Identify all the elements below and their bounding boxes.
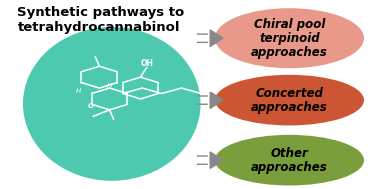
Text: Concerted
approaches: Concerted approaches: [251, 87, 328, 114]
Ellipse shape: [23, 27, 201, 181]
Text: Chiral pool
terpinoid
approaches: Chiral pool terpinoid approaches: [251, 18, 328, 59]
Text: OH: OH: [140, 59, 153, 67]
Text: Other
approaches: Other approaches: [251, 147, 328, 174]
Text: O: O: [88, 103, 94, 109]
Ellipse shape: [215, 75, 364, 125]
Polygon shape: [210, 30, 223, 46]
Ellipse shape: [215, 8, 364, 68]
Polygon shape: [210, 92, 223, 108]
Text: Synthetic pathways to
tetrahydrocannabinol: Synthetic pathways to tetrahydrocannabin…: [17, 6, 185, 34]
Text: H: H: [76, 88, 81, 94]
Text: H: H: [107, 83, 112, 89]
Polygon shape: [210, 152, 223, 168]
Ellipse shape: [215, 135, 364, 185]
